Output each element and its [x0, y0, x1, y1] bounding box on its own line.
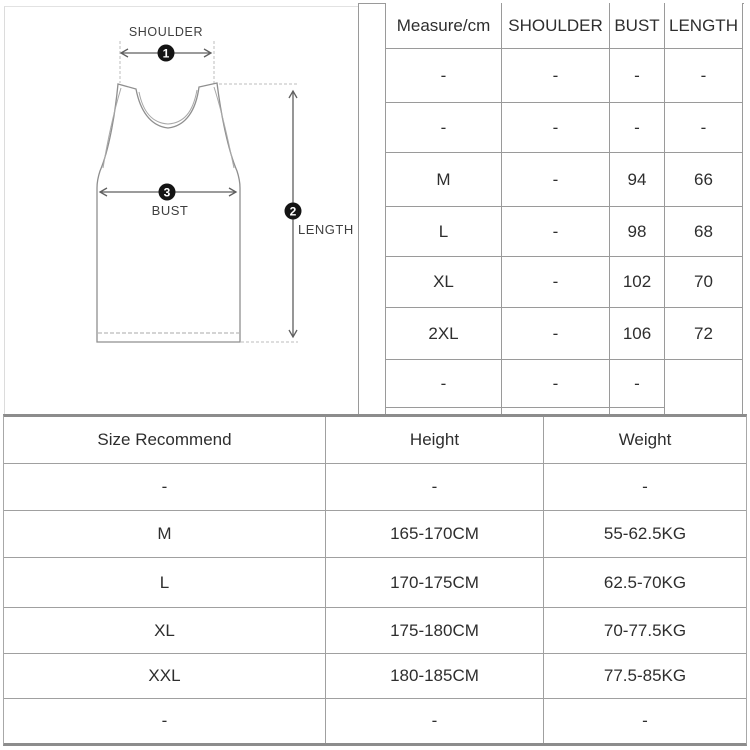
marker-2: 2 [290, 205, 297, 219]
table-cell: - [4, 464, 326, 511]
dashed-guides [119, 41, 298, 343]
size-recommend-table: Size Recommend Height Weight - - - M 165-170CM 5… [3, 414, 747, 746]
table-cell: - [386, 360, 502, 408]
shoulder-arrowhead-right [203, 48, 213, 58]
panel-divider-line [358, 3, 359, 414]
table-cell: - [502, 207, 610, 257]
tank-top-seams [98, 86, 239, 334]
table-cell: 102 [610, 257, 665, 308]
table-cell: - [386, 49, 502, 103]
header-cell: Measure/cm [386, 3, 502, 49]
table-cell: - [502, 257, 610, 308]
tank-top-body [96, 82, 241, 343]
table-cell: 106 [610, 308, 665, 360]
table-cell: M [4, 511, 326, 558]
table-cell: 66 [665, 153, 742, 207]
table-cell: - [610, 49, 665, 103]
marker-3: 3 [164, 186, 171, 200]
table-cell: L [4, 558, 326, 608]
table-cell: 68 [665, 207, 742, 257]
table-cell: 70 [665, 257, 742, 308]
shoulder-label: SHOULDER [129, 25, 203, 39]
table-cell: - [502, 49, 610, 103]
table-cell: 98 [610, 207, 665, 257]
table-cell: 94 [610, 153, 665, 207]
marker-2-circle [284, 202, 302, 220]
length-label: LENGTH [298, 222, 354, 237]
table-cell: L [386, 207, 502, 257]
table-cell: - [502, 308, 610, 360]
table-cell: 180-185CM [326, 654, 544, 699]
header-cell: SHOULDER [502, 3, 610, 49]
table-cell: 2XL [386, 308, 502, 360]
table-cell: M [386, 153, 502, 207]
table-cell: - [326, 464, 544, 511]
shoulder-arrowhead-left [119, 48, 129, 58]
left-armhole-seam [102, 87, 122, 169]
marker-1-circle [157, 44, 175, 62]
table-cell: - [502, 153, 610, 207]
right-armhole-seam [213, 86, 235, 169]
table-cell: XL [4, 608, 326, 654]
collar-seam [138, 89, 198, 125]
tank-top-measurement-diagram: 1 3 2 SHOULDER BUST LENGTH [96, 25, 354, 343]
table-cell: 55-62.5KG [544, 511, 746, 558]
header-cell: Size Recommend [4, 417, 326, 464]
grid-stub [386, 408, 502, 414]
bust-arrowhead-left [98, 187, 108, 197]
table-cell [665, 360, 742, 408]
bust-label: BUST [152, 203, 189, 218]
grid-stub [610, 408, 665, 414]
length-arrowhead-bottom [288, 329, 298, 339]
table-cell: - [642, 711, 648, 730]
table-cell: - [326, 699, 544, 743]
table-cell: 62.5-70KG [544, 558, 746, 608]
table-cell: 170-175CM [326, 558, 544, 608]
marker-3-circle [158, 183, 176, 201]
header-cell: BUST [610, 3, 665, 49]
table-cell: - [502, 360, 610, 408]
number-markers: 1 3 2 [157, 44, 302, 220]
bust-arrowhead-right [228, 187, 238, 197]
header-cell: LENGTH [665, 3, 742, 49]
table-cell: - [386, 103, 502, 153]
table-cell: - [610, 103, 665, 153]
table-cell: XXL [4, 654, 326, 699]
table-cell: 165-170CM [326, 511, 544, 558]
table-cell: 72 [665, 308, 742, 360]
diagram-labels: SHOULDER BUST LENGTH [129, 25, 354, 237]
measurement-table: Measure/cm SHOULDER BUST LENGTH - - - - - - - - M -94… [385, 3, 743, 414]
table-cell: - [610, 360, 665, 408]
table-cell: - [502, 103, 610, 153]
table-cell: 175-180CM [326, 608, 544, 654]
table-cell: - [4, 699, 326, 743]
header-cell: Weight [544, 417, 746, 464]
grid-stub [502, 408, 610, 414]
length-arrowhead-top [288, 89, 298, 99]
table-cell: - [665, 103, 742, 153]
table-cell: XL [386, 257, 502, 308]
marker-1: 1 [163, 47, 170, 61]
table-cell: - [665, 49, 742, 103]
header-cell: Height [326, 417, 544, 464]
table-cell: 70-77.5KG [544, 608, 746, 654]
tank-top-outline [96, 82, 241, 343]
table-cell: - [544, 464, 746, 511]
table-cell: 77.5-85KG [544, 654, 746, 699]
